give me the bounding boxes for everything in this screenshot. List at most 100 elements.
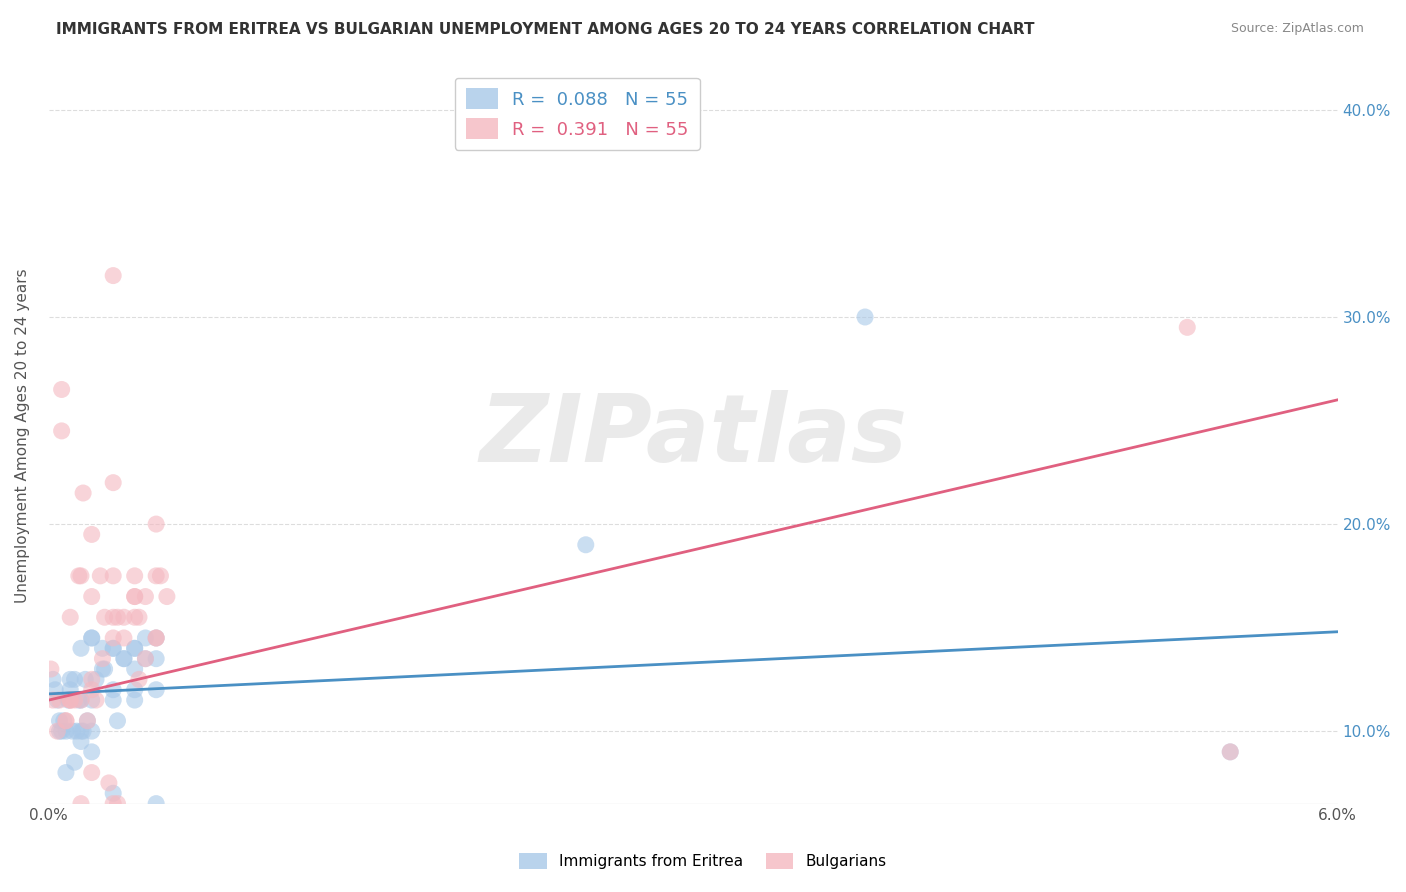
Point bbox=[70, 641, 93, 656]
Point bbox=[66, 724, 89, 739]
Point bbox=[134, 590, 156, 604]
Point bbox=[63, 673, 86, 687]
Point bbox=[1175, 320, 1198, 334]
Point bbox=[51, 724, 73, 739]
Point bbox=[124, 682, 146, 697]
Point bbox=[134, 631, 156, 645]
Point bbox=[93, 662, 115, 676]
Point bbox=[59, 610, 82, 624]
Point bbox=[84, 673, 107, 687]
Point bbox=[80, 590, 103, 604]
Point bbox=[112, 651, 135, 665]
Point bbox=[39, 662, 62, 676]
Point bbox=[97, 776, 120, 790]
Point bbox=[60, 724, 83, 739]
Point bbox=[91, 641, 114, 656]
Text: ZIPatlas: ZIPatlas bbox=[479, 390, 907, 482]
Point bbox=[145, 631, 167, 645]
Point bbox=[80, 631, 103, 645]
Point bbox=[134, 651, 156, 665]
Point bbox=[145, 631, 167, 645]
Legend: R =  0.088   N = 55, R =  0.391   N = 55: R = 0.088 N = 55, R = 0.391 N = 55 bbox=[454, 78, 700, 150]
Point bbox=[80, 631, 103, 645]
Point bbox=[575, 538, 598, 552]
Point bbox=[103, 610, 125, 624]
Point bbox=[76, 714, 98, 728]
Point bbox=[128, 673, 150, 687]
Point bbox=[51, 383, 73, 397]
Point bbox=[145, 569, 167, 583]
Point bbox=[103, 268, 125, 283]
Point bbox=[112, 631, 135, 645]
Point bbox=[59, 693, 82, 707]
Point bbox=[42, 673, 65, 687]
Point bbox=[48, 693, 70, 707]
Text: IMMIGRANTS FROM ERITREA VS BULGARIAN UNEMPLOYMENT AMONG AGES 20 TO 24 YEARS CORR: IMMIGRANTS FROM ERITREA VS BULGARIAN UNE… bbox=[56, 22, 1035, 37]
Point bbox=[63, 755, 86, 769]
Point bbox=[67, 569, 90, 583]
Point bbox=[112, 651, 135, 665]
Point bbox=[124, 693, 146, 707]
Point bbox=[145, 517, 167, 532]
Point bbox=[80, 527, 103, 541]
Point bbox=[70, 569, 93, 583]
Point bbox=[107, 610, 129, 624]
Y-axis label: Unemployment Among Ages 20 to 24 years: Unemployment Among Ages 20 to 24 years bbox=[15, 268, 30, 603]
Point bbox=[55, 724, 77, 739]
Point bbox=[80, 765, 103, 780]
Point bbox=[103, 641, 125, 656]
Point bbox=[72, 724, 94, 739]
Point bbox=[103, 641, 125, 656]
Point bbox=[1219, 745, 1241, 759]
Point bbox=[48, 724, 70, 739]
Point bbox=[59, 693, 82, 707]
Point bbox=[124, 569, 146, 583]
Point bbox=[55, 714, 77, 728]
Point bbox=[149, 569, 172, 583]
Point bbox=[107, 797, 129, 811]
Point bbox=[103, 631, 125, 645]
Point bbox=[93, 610, 115, 624]
Point bbox=[70, 797, 93, 811]
Point bbox=[124, 610, 146, 624]
Point bbox=[70, 693, 93, 707]
Point bbox=[1219, 745, 1241, 759]
Point bbox=[80, 724, 103, 739]
Point bbox=[67, 693, 90, 707]
Point bbox=[107, 714, 129, 728]
Point bbox=[80, 673, 103, 687]
Point bbox=[46, 693, 69, 707]
Legend: Immigrants from Eritrea, Bulgarians: Immigrants from Eritrea, Bulgarians bbox=[513, 847, 893, 875]
Point bbox=[103, 693, 125, 707]
Point bbox=[156, 590, 179, 604]
Point bbox=[124, 641, 146, 656]
Point bbox=[103, 475, 125, 490]
Point bbox=[134, 651, 156, 665]
Point bbox=[145, 797, 167, 811]
Point bbox=[124, 662, 146, 676]
Point bbox=[145, 682, 167, 697]
Point bbox=[46, 724, 69, 739]
Point bbox=[124, 590, 146, 604]
Point bbox=[70, 724, 93, 739]
Point bbox=[59, 693, 82, 707]
Point bbox=[89, 569, 111, 583]
Point bbox=[55, 765, 77, 780]
Point bbox=[124, 590, 146, 604]
Point bbox=[59, 673, 82, 687]
Point bbox=[103, 797, 125, 811]
Point bbox=[70, 734, 93, 748]
Point bbox=[128, 610, 150, 624]
Point bbox=[56, 693, 79, 707]
Point bbox=[76, 714, 98, 728]
Point bbox=[80, 693, 103, 707]
Point bbox=[44, 682, 66, 697]
Point bbox=[42, 693, 65, 707]
Point bbox=[59, 682, 82, 697]
Point bbox=[145, 631, 167, 645]
Point bbox=[80, 682, 103, 697]
Point bbox=[145, 651, 167, 665]
Point bbox=[55, 714, 77, 728]
Point bbox=[124, 641, 146, 656]
Point bbox=[103, 682, 125, 697]
